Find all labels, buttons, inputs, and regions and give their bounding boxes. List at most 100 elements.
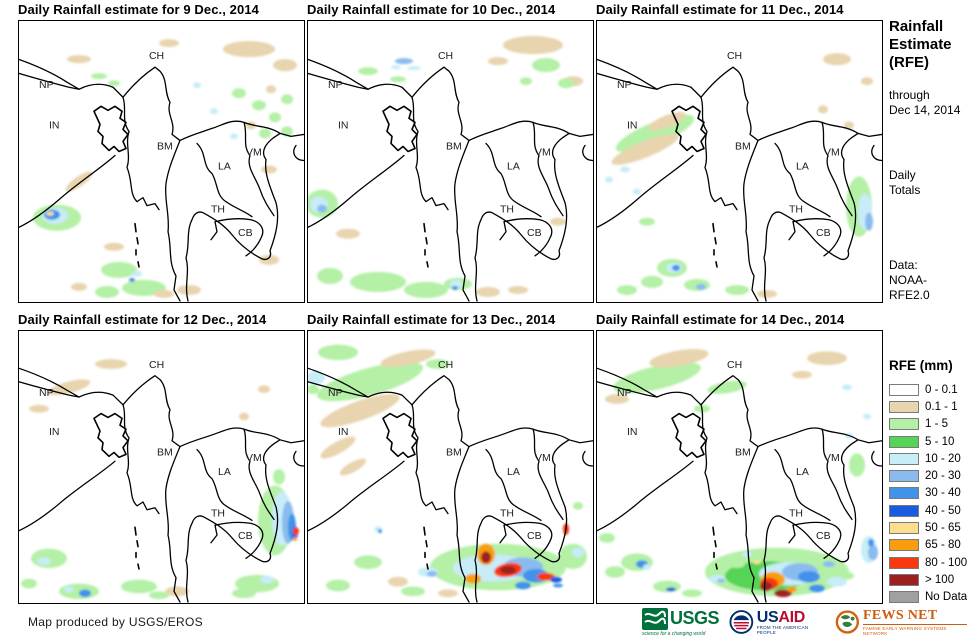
legend-item: 10 - 20 (889, 450, 967, 467)
rainfall-blob (273, 59, 297, 72)
country-label: VM (246, 146, 262, 158)
country-label: TH (500, 204, 514, 216)
legend-swatch (889, 522, 919, 535)
country-label: CH (727, 360, 742, 371)
rainfall-blob (232, 588, 256, 599)
rainfall-blob (827, 576, 847, 587)
panel-title: Daily Rainfall estimate for 11 Dec., 201… (596, 2, 844, 17)
rainfall-blob (450, 279, 462, 288)
rainfall-blob (31, 548, 67, 569)
rainfall-blob (792, 370, 812, 379)
rainfall-blob (861, 77, 873, 86)
country-label: BM (735, 447, 751, 458)
rainfall-blob (317, 204, 327, 213)
rainfall-blob (350, 271, 406, 292)
rainfall-blob (407, 66, 421, 71)
rainfall-blob (725, 284, 749, 295)
rainfall-blob (317, 267, 343, 284)
usgs-wordmark: USGS (670, 608, 720, 628)
rainfall-blob (572, 547, 584, 558)
map-row-1: Daily Rainfall estimate for 9 Dec., 2014… (18, 2, 883, 303)
rainfall-blob (809, 584, 825, 593)
rainfall-blob (840, 571, 854, 580)
map-panel-9dec: Daily Rainfall estimate for 9 Dec., 2014… (18, 2, 305, 303)
country-label: VM (246, 453, 262, 464)
country-label: CH (438, 360, 453, 371)
rainfall-blob (488, 57, 508, 66)
rainfall-blob (318, 344, 358, 361)
rainfall-blob (232, 88, 246, 99)
rainfall-blob (293, 536, 297, 541)
rainfall-blob (696, 283, 706, 290)
rainfall-blob (729, 560, 745, 569)
country-label: NP (39, 388, 54, 399)
country-label: NP (39, 79, 54, 91)
legend-item: > 100 (889, 571, 967, 588)
rainfall-blob (129, 277, 135, 282)
rainfall-blob (503, 36, 563, 55)
rainfall-blob (438, 589, 458, 598)
country-label: LA (218, 161, 231, 173)
rainfall-blob (79, 589, 91, 598)
panel-title: Daily Rainfall estimate for 14 Dec., 201… (596, 312, 845, 327)
country-label: BM (157, 140, 173, 152)
sidebar-through-date: through Dec 14, 2014 (889, 88, 961, 117)
rainfall-blob (154, 289, 174, 298)
rainfall-blob (266, 85, 276, 94)
usaid-tagline: FROM THE AMERICAN PEOPLE (756, 624, 809, 635)
rainfall-blob (742, 551, 752, 558)
rainfall-blob (71, 282, 87, 291)
rainfall-blob (465, 573, 481, 584)
rainfall-blob (707, 380, 747, 395)
sidebar-data-source: Data: NOAA- RFE2.0 (889, 258, 930, 302)
rainfall-blob (620, 166, 630, 173)
country-label: TH (500, 509, 514, 520)
country-label: CB (816, 227, 831, 239)
rainfall-blob (260, 575, 274, 584)
map-canvas: CH NP IN BM VM LA TH CB (18, 330, 305, 604)
country-label: VM (824, 453, 840, 464)
country-label: VM (824, 146, 840, 158)
rainfall-blob (868, 544, 878, 561)
country-label: TH (211, 509, 225, 520)
rainfall-blob (308, 370, 325, 385)
rainfall-blob (426, 359, 450, 369)
country-label: IN (49, 427, 59, 438)
country-label: VM (535, 146, 551, 158)
country-label: NP (328, 388, 343, 399)
rainfall-blob (46, 211, 54, 216)
rainfall-blob (261, 165, 277, 174)
legend-swatch (889, 435, 919, 448)
legend-label: 0 - 0.1 (925, 383, 958, 396)
country-label: IN (338, 427, 348, 438)
country-label: TH (789, 204, 803, 216)
rainfall-blob (122, 279, 166, 296)
rainfall-blob (37, 557, 51, 566)
legend: RFE (mm) 0 - 0.1 0.1 - 1 1 - 5 5 - 10 10 - 2… (889, 358, 967, 606)
map-panel-12dec: Daily Rainfall estimate for 12 Dec., 201… (18, 312, 305, 604)
rainfall-blob (717, 578, 725, 583)
country-label: CB (527, 227, 542, 239)
rainfall-blob (774, 589, 792, 598)
rainfall-blob (842, 384, 852, 391)
rainfall-blob (648, 111, 686, 131)
legend-item: 1 - 5 (889, 416, 967, 433)
rainfall-blob (239, 412, 249, 421)
rainfall-blob (95, 285, 119, 298)
country-label: LA (796, 467, 809, 478)
country-label: BM (735, 140, 751, 152)
rainfall-blob (336, 228, 360, 239)
legend-swatch (889, 556, 919, 569)
rainfall-blob (753, 560, 761, 565)
rainfall-blob (865, 212, 873, 231)
country-label: TH (211, 204, 225, 216)
rainfall-blob (29, 404, 49, 413)
legend-label: > 100 (925, 573, 955, 586)
rainfall-blob (611, 134, 679, 165)
country-label: IN (338, 119, 348, 131)
rainfall-blob (515, 581, 531, 590)
map-canvas: CH NP IN BM VM LA TH CB (307, 330, 594, 604)
legend-items: 0 - 0.1 0.1 - 1 1 - 5 5 - 10 10 - 20 20 - 30 3… (889, 381, 967, 606)
country-label: LA (796, 161, 809, 173)
